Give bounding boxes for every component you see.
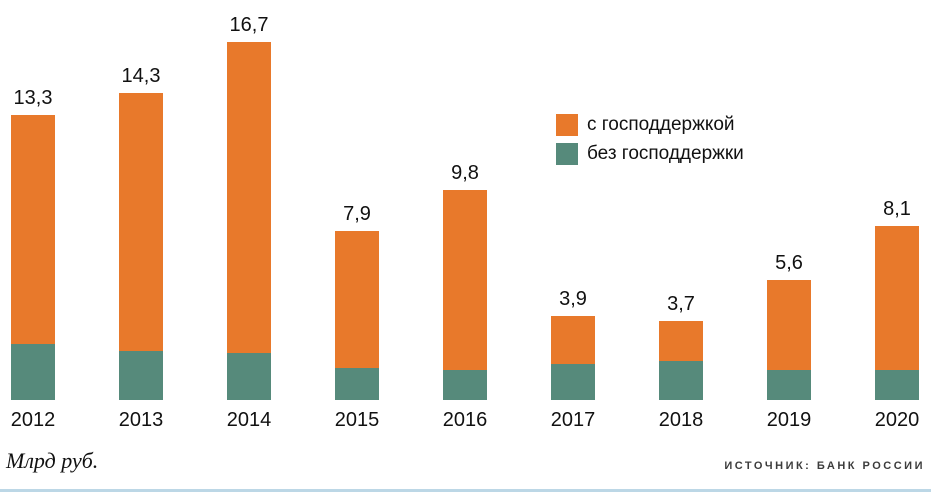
bar-column: 3,7 2018: [651, 0, 711, 432]
stacked-bar: [335, 231, 379, 400]
legend-swatch-with-support-icon: [556, 114, 578, 136]
year-label: 2018: [658, 409, 704, 431]
legend-item-with-support: с господдержкой: [556, 114, 744, 136]
bar-segment-with-support: [227, 42, 271, 353]
bar-plot: 9,8: [443, 0, 487, 400]
stacked-bar: [443, 190, 487, 400]
bar-segment-without-support: [659, 361, 703, 400]
bar-segment-without-support: [11, 344, 55, 400]
bottom-rule: [0, 489, 931, 492]
legend-label: с господдержкой: [587, 114, 735, 135]
year-label: 2020: [874, 409, 920, 431]
year-label: 2015: [334, 409, 380, 431]
stacked-bar: [11, 115, 55, 400]
legend-label: без господдержки: [587, 143, 744, 164]
year-label: 2012: [10, 409, 56, 431]
bar-segment-without-support: [443, 370, 487, 400]
stacked-bar-chart: 13,3 2012 14,3 2013 16,7 2014 7,9 2015 9,8 2016 3,…: [3, 0, 927, 432]
value-label: 7,9: [343, 203, 371, 225]
bar-segment-without-support: [551, 364, 595, 400]
value-label: 14,3: [121, 65, 161, 87]
value-label: 16,7: [229, 14, 269, 36]
bar-column: 14,3 2013: [111, 0, 171, 432]
bar-plot: 3,9: [551, 0, 595, 400]
stacked-bar: [551, 316, 595, 400]
bar-plot: 5,6: [767, 0, 811, 400]
bar-plot: 8,1: [875, 0, 919, 400]
year-label: 2014: [226, 409, 272, 431]
stacked-bar: [659, 321, 703, 400]
bar-segment-with-support: [659, 321, 703, 361]
stacked-bar: [227, 42, 271, 400]
value-label: 13,3: [13, 87, 53, 109]
bar-segment-without-support: [119, 351, 163, 400]
bar-column: 16,7 2014: [219, 0, 279, 432]
bar-segment-without-support: [335, 368, 379, 400]
bar-segment-without-support: [767, 370, 811, 400]
bar-segment-without-support: [875, 370, 919, 400]
stacked-bar: [767, 280, 811, 400]
year-label: 2019: [766, 409, 812, 431]
year-label: 2013: [118, 409, 164, 431]
bar-segment-with-support: [335, 231, 379, 368]
legend-swatch-without-support-icon: [556, 143, 578, 165]
bar-segment-with-support: [119, 93, 163, 351]
bar-column: 8,1 2020: [867, 0, 927, 432]
value-label: 3,7: [667, 293, 695, 315]
bar-plot: 16,7: [227, 0, 271, 400]
units-caption: Млрд руб.: [6, 448, 99, 473]
bar-column: 5,6 2019: [759, 0, 819, 432]
year-label: 2016: [442, 409, 488, 431]
bar-segment-with-support: [875, 226, 919, 370]
year-label: 2017: [550, 409, 596, 431]
value-label: 8,1: [883, 198, 911, 220]
bar-column: 9,8 2016: [435, 0, 495, 432]
stacked-bar: [875, 226, 919, 400]
bar-segment-with-support: [767, 280, 811, 370]
bar-segment-with-support: [551, 316, 595, 364]
bar-plot: 14,3: [119, 0, 163, 400]
value-label: 9,8: [451, 162, 479, 184]
bar-segment-with-support: [443, 190, 487, 370]
bar-plot: 3,7: [659, 0, 703, 400]
bar-column: 7,9 2015: [327, 0, 387, 432]
bar-column: 13,3 2012: [3, 0, 63, 432]
value-label: 3,9: [559, 288, 587, 310]
legend-item-without-support: без господдержки: [556, 143, 744, 165]
bar-plot: 7,9: [335, 0, 379, 400]
bar-segment-without-support: [227, 353, 271, 400]
bar-segment-with-support: [11, 115, 55, 344]
bars-row: 13,3 2012 14,3 2013 16,7 2014 7,9 2015 9,8 2016 3,…: [3, 0, 927, 432]
stacked-bar: [119, 93, 163, 400]
bar-column: 3,9 2017: [543, 0, 603, 432]
source-caption: ИСТОЧНИК: БАНК РОССИИ: [724, 460, 925, 472]
value-label: 5,6: [775, 252, 803, 274]
legend: с господдержкой без господдержки: [556, 114, 744, 165]
bar-plot: 13,3: [11, 0, 55, 400]
